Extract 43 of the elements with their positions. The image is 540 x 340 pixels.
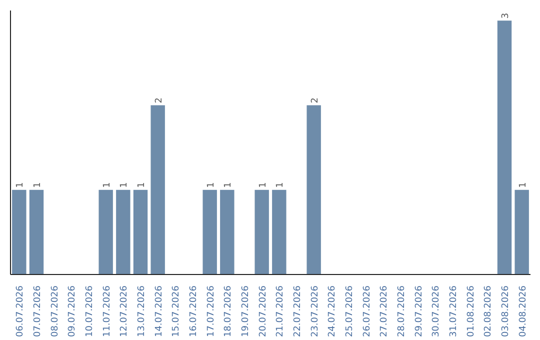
x-tick-label: 25.07.2026 (345, 285, 355, 338)
x-tick-label: 24.07.2026 (328, 285, 338, 338)
x-tick-label: 11.07.2026 (102, 285, 112, 338)
data-label: 3 (501, 12, 511, 19)
data-label: 1 (258, 182, 268, 188)
x-tick-label: 14.07.2026 (154, 285, 164, 338)
data-label: 1 (137, 182, 147, 188)
x-tick-label: 19.07.2026 (241, 285, 251, 338)
x-tick-label: 16.07.2026 (189, 285, 199, 338)
x-tick-label: 31.07.2026 (449, 285, 459, 338)
x-tick-label: 12.07.2026 (120, 285, 130, 338)
x-tick-label: 21.07.2026 (276, 285, 286, 338)
x-tick-label: 18.07.2026 (224, 285, 234, 338)
x-tick-label: 02.08.2026 (484, 285, 494, 338)
x-tick-label: 01.08.2026 (466, 285, 476, 338)
x-tick-label: 08.07.2026 (50, 285, 60, 338)
x-tick-label: 26.07.2026 (362, 285, 372, 338)
data-label: 2 (154, 98, 164, 104)
data-label: 1 (16, 182, 26, 188)
x-tick-label: 17.07.2026 (206, 285, 216, 338)
x-tick-label: 29.07.2026 (414, 285, 424, 338)
x-tick-label: 13.07.2026 (137, 285, 147, 338)
x-tick-label: 30.07.2026 (432, 285, 442, 338)
data-label: 1 (224, 182, 234, 188)
x-tick-label: 09.07.2026 (68, 285, 78, 338)
x-tick-label: 06.07.2026 (16, 285, 26, 338)
data-label: 1 (206, 182, 216, 188)
x-tick-label: 15.07.2026 (172, 285, 182, 338)
x-tick-label: 22.07.2026 (293, 285, 303, 338)
data-label: 1 (518, 182, 528, 188)
x-tick-label: 28.07.2026 (397, 285, 407, 338)
data-label: 1 (276, 182, 286, 188)
x-tick-label: 03.08.2026 (501, 285, 511, 338)
data-label: 1 (102, 182, 112, 188)
data-label: 1 (33, 182, 43, 188)
data-label: 1 (120, 182, 130, 188)
data-label: 2 (310, 98, 320, 104)
x-tick-label: 23.07.2026 (310, 285, 320, 338)
x-tick-label: 20.07.2026 (258, 285, 268, 338)
x-tick-label: 04.08.2026 (518, 285, 528, 338)
x-tick-label: 27.07.2026 (380, 285, 390, 338)
x-tick-label: 07.07.2026 (33, 285, 43, 338)
x-tick-label: 10.07.2026 (85, 285, 95, 338)
